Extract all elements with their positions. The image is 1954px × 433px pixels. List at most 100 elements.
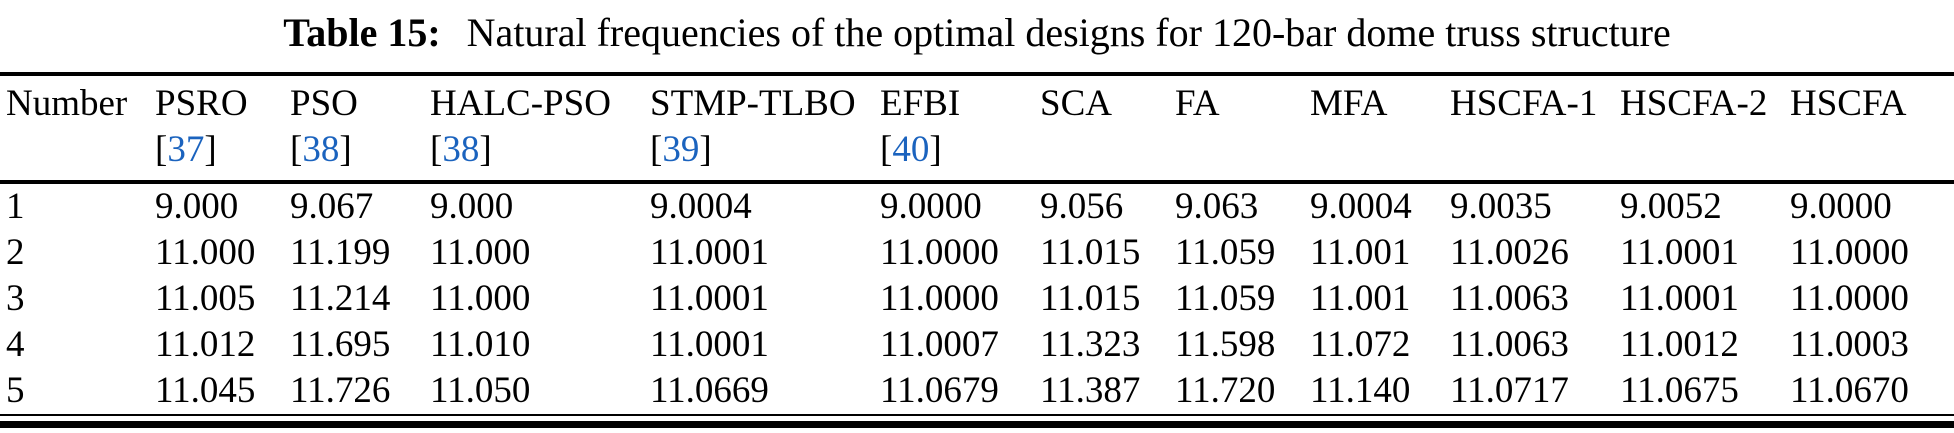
frequency-value-cell: 11.045 <box>155 370 256 411</box>
citation-link[interactable]: 38 <box>302 129 340 170</box>
citation-bracket-open: [ <box>290 129 303 170</box>
citation-bracket-open: [ <box>880 129 893 170</box>
citation-spacer <box>1620 128 1790 172</box>
citation: [39] <box>650 128 880 172</box>
frequency-value-cell: 11.0026 <box>1450 232 1569 273</box>
citation-link[interactable]: 40 <box>892 129 930 170</box>
column-header-hscfa-2: HSCFA-2 <box>1620 74 1790 182</box>
frequency-value-cell: 11.695 <box>290 324 391 365</box>
column-label: STMP-TLBO <box>650 83 856 124</box>
citation-bracket-open: [ <box>430 129 443 170</box>
frequency-value-cell: 11.0012 <box>1620 324 1739 365</box>
table-body: 1 9.000 9.067 9.000 9.0004 9.0000 9.056 9.063 9.… <box>0 182 1954 415</box>
table-caption-text: Natural frequencies of the optimal desig… <box>466 10 1671 55</box>
citation: [37] <box>155 128 290 172</box>
row-number-cell: 4 <box>6 324 25 365</box>
frequency-value-cell: 11.0001 <box>650 324 769 365</box>
citation: [38] <box>430 128 650 172</box>
citation-bracket-close: ] <box>699 129 712 170</box>
table-row: 1 9.000 9.067 9.000 9.0004 9.0000 9.056 9.063 9.… <box>0 182 1954 230</box>
row-number-cell: 3 <box>6 278 25 319</box>
citation-spacer <box>1790 128 1954 172</box>
citation-link[interactable]: 38 <box>442 129 480 170</box>
frequency-value-cell: 11.214 <box>290 278 391 319</box>
frequency-value-cell: 11.0063 <box>1450 278 1569 319</box>
frequency-value-cell: 11.387 <box>1040 370 1141 411</box>
citation-bracket-close: ] <box>929 129 942 170</box>
column-header-mfa: MFA <box>1310 74 1450 182</box>
frequency-value-cell: 11.059 <box>1175 278 1276 319</box>
column-label: PSRO <box>155 83 248 124</box>
frequency-value-cell: 9.067 <box>290 186 374 227</box>
column-label: EFBI <box>880 83 961 124</box>
column-header-hscfa: HSCFA <box>1790 74 1954 182</box>
frequency-value-cell: 11.726 <box>290 370 391 411</box>
frequency-value-cell: 11.0001 <box>1620 232 1739 273</box>
column-label: PSO <box>290 83 358 124</box>
frequency-value-cell: 11.0007 <box>880 324 999 365</box>
frequency-value-cell: 11.000 <box>155 232 256 273</box>
column-label: Number <box>6 83 128 124</box>
frequency-value-cell: 9.063 <box>1175 186 1259 227</box>
frequency-value-cell: 11.720 <box>1175 370 1276 411</box>
table-row: 3 11.005 11.214 11.000 11.0001 11.0000 11.015 1… <box>0 276 1954 322</box>
column-label: HALC-PSO <box>430 83 611 124</box>
frequency-value-cell: 11.0063 <box>1450 324 1569 365</box>
column-header-halc-pso: HALC-PSO [38] <box>430 74 650 182</box>
frequency-value-cell: 11.000 <box>430 232 531 273</box>
frequency-value-cell: 11.323 <box>1040 324 1141 365</box>
citation-spacer <box>6 128 155 172</box>
frequency-value-cell: 11.015 <box>1040 232 1141 273</box>
frequency-value-cell: 11.015 <box>1040 278 1141 319</box>
column-header-fa: FA <box>1175 74 1310 182</box>
frequency-value-cell: 11.072 <box>1310 324 1411 365</box>
frequency-value-cell: 9.0052 <box>1620 186 1722 227</box>
frequency-value-cell: 9.0000 <box>1790 186 1892 227</box>
table-caption: Table 15: Natural frequencies of the opt… <box>0 0 1954 72</box>
frequency-value-cell: 9.0035 <box>1450 186 1552 227</box>
frequency-value-cell: 11.0001 <box>1620 278 1739 319</box>
citation-bracket-close: ] <box>204 129 217 170</box>
table-header-row: Number PSRO [37] PSO [38] HALC-PSO [38] STMP-T… <box>0 74 1954 182</box>
frequency-value-cell: 11.598 <box>1175 324 1276 365</box>
frequency-value-cell: 11.0000 <box>1790 232 1909 273</box>
table-row: 4 11.012 11.695 11.010 11.0001 11.0007 11.323 1… <box>0 322 1954 368</box>
column-header-number: Number <box>0 74 155 182</box>
citation-spacer <box>1310 128 1450 172</box>
citation-spacer <box>1175 128 1310 172</box>
citation-spacer <box>1040 128 1175 172</box>
citation-bracket-open: [ <box>650 129 663 170</box>
column-header-stmp-tlbo: STMP-TLBO [39] <box>650 74 880 182</box>
column-label: FA <box>1175 83 1220 124</box>
citation-bracket-close: ] <box>339 129 352 170</box>
frequency-value-cell: 11.0669 <box>650 370 769 411</box>
frequency-value-cell: 11.012 <box>155 324 256 365</box>
frequency-value-cell: 11.0675 <box>1620 370 1739 411</box>
frequency-value-cell: 9.000 <box>155 186 239 227</box>
frequency-value-cell: 11.0670 <box>1790 370 1909 411</box>
column-label: SCA <box>1040 83 1112 124</box>
table-caption-label: Table 15: <box>283 10 451 55</box>
citation-link[interactable]: 37 <box>167 129 205 170</box>
frequency-value-cell: 9.0000 <box>880 186 982 227</box>
frequency-value-cell: 11.0717 <box>1450 370 1569 411</box>
column-label: MFA <box>1310 83 1388 124</box>
citation-link[interactable]: 39 <box>662 129 700 170</box>
frequency-value-cell: 9.056 <box>1040 186 1124 227</box>
frequency-value-cell: 11.059 <box>1175 232 1276 273</box>
column-header-psro: PSRO [37] <box>155 74 290 182</box>
citation-spacer <box>1450 128 1620 172</box>
column-header-sca: SCA <box>1040 74 1175 182</box>
frequency-value-cell: 9.0004 <box>650 186 752 227</box>
frequency-value-cell: 11.000 <box>430 278 531 319</box>
row-number-cell: 1 <box>6 186 25 227</box>
table-row: 2 11.000 11.199 11.000 11.0001 11.0000 11.015 1… <box>0 230 1954 276</box>
column-header-pso: PSO [38] <box>290 74 430 182</box>
frequency-value-cell: 11.010 <box>430 324 531 365</box>
citation-bracket-close: ] <box>479 129 492 170</box>
citation-bracket-open: [ <box>155 129 168 170</box>
table-bottom-rule <box>0 421 1954 428</box>
column-label: HSCFA-1 <box>1450 83 1598 124</box>
frequency-value-cell: 11.005 <box>155 278 256 319</box>
